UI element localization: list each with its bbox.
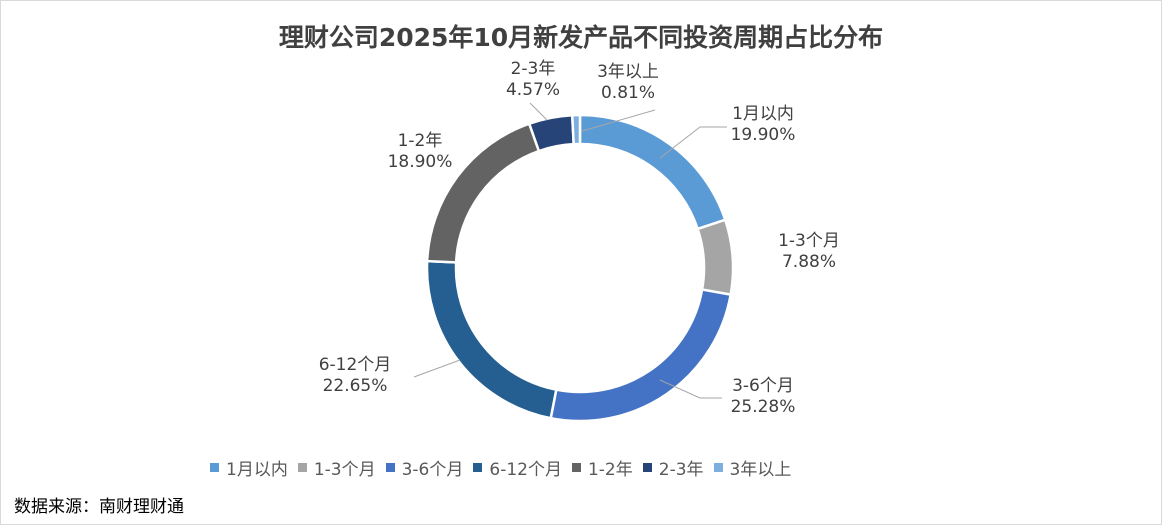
leader-line	[529, 102, 548, 121]
data-label-category: 3年以上	[597, 62, 659, 82]
chart-title: 理财公司2025年10月新发产品不同投资周期占比分布	[278, 23, 884, 52]
data-label: 1-3个月 7.88%	[759, 231, 859, 273]
legend-item: 1-2年	[571, 455, 633, 480]
data-label: 6-12个月 22.65%	[305, 355, 405, 397]
legend-swatch	[473, 463, 483, 472]
legend-label: 1-3个月	[313, 460, 376, 480]
data-label-value: 18.90%	[387, 152, 453, 172]
donut-slice-0	[578, 113, 727, 231]
legend-label: 3年以上	[729, 460, 792, 480]
legend: 1月以内 1-3个月 3-6个月 6-12个月 1-2年 2-3年 3年以上	[210, 455, 801, 480]
legend-label: 1月以内	[226, 460, 288, 480]
leader-line	[659, 379, 722, 399]
legend-label: 2-3年	[658, 460, 704, 480]
data-label-value: 4.57%	[505, 80, 560, 100]
legend-swatch	[713, 463, 723, 472]
legend-item: 3-6个月	[385, 455, 464, 480]
donut-slice-2	[549, 288, 733, 423]
donut-slice-6	[570, 113, 582, 146]
legend-label: 1-2年	[587, 460, 633, 480]
leader-line	[413, 359, 461, 378]
legend-swatch	[385, 463, 395, 472]
legend-swatch	[297, 463, 307, 472]
data-label-value: 0.81%	[600, 83, 655, 103]
data-label-category: 1-3个月	[778, 231, 840, 251]
legend-label: 6-12个月	[489, 460, 562, 480]
data-label-category: 1-2年	[397, 131, 443, 151]
legend-label: 3-6个月	[401, 460, 464, 480]
data-label: 1月以内 19.90%	[713, 104, 813, 146]
legend-item: 1-3个月	[297, 455, 376, 480]
data-label: 3-6个月 25.28%	[713, 376, 813, 418]
data-label-value: 19.90%	[730, 125, 796, 145]
leader-line	[659, 126, 727, 159]
donut-slice-3	[425, 259, 558, 420]
data-label-value: 7.88%	[781, 252, 836, 272]
leader-line	[581, 109, 656, 132]
data-label: 2-3年 4.57%	[483, 59, 583, 101]
legend-swatch	[571, 463, 581, 472]
legend-item: 3年以上	[713, 455, 792, 480]
data-label-category: 3-6个月	[732, 376, 794, 396]
data-label: 1-2年 18.90%	[370, 131, 470, 173]
legend-item: 1月以内	[210, 455, 288, 480]
legend-swatch	[642, 463, 652, 472]
legend-swatch	[210, 463, 219, 472]
data-label: 3年以上 0.81%	[578, 62, 678, 104]
data-label-category: 2-3年	[510, 59, 556, 79]
donut-slice-5	[527, 113, 576, 153]
data-label-category: 6-12个月	[318, 355, 392, 375]
legend-item: 2-3年	[642, 455, 704, 480]
source-note: 数据来源：南财理财通	[14, 497, 184, 517]
data-label-value: 25.28%	[730, 397, 796, 417]
data-label-value: 22.65%	[322, 376, 388, 396]
legend-item: 6-12个月	[473, 455, 562, 480]
donut-slice-1	[696, 218, 735, 297]
data-label-category: 1月以内	[732, 104, 794, 124]
